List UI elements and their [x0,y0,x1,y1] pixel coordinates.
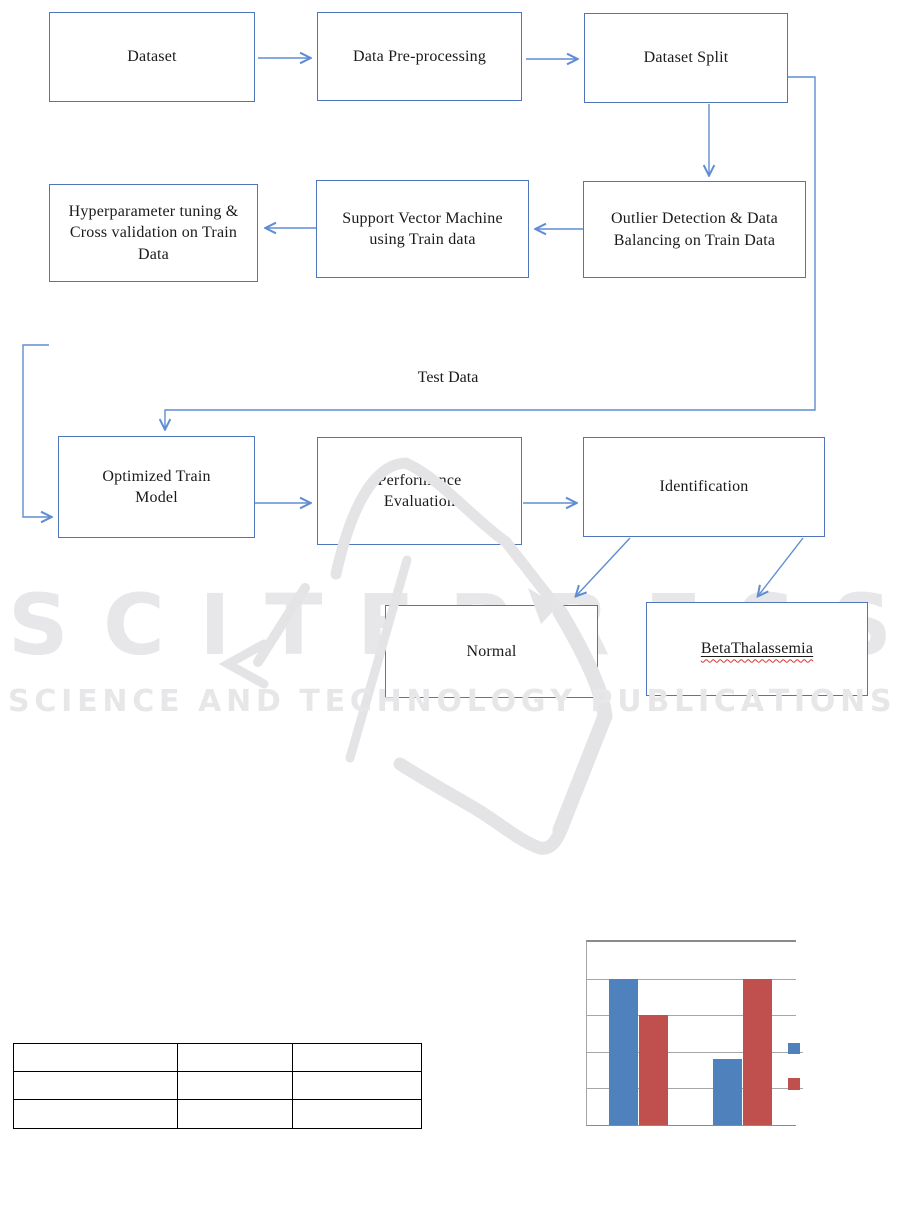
flow-box-label: Optimized Train Model [102,467,211,506]
table-row [13,1099,422,1129]
watermark-subtitle-letter: N [406,684,432,719]
flow-box-label: Normal [466,642,517,660]
watermark-subtitle-letter: L [466,684,486,719]
flow-box-identification: Identification [583,437,825,537]
watermark-subtitle-space [286,689,295,715]
chart-bar-series-2-group-2 [743,979,772,1125]
flow-box-label: Performance Evaluation [377,471,462,510]
watermark-subtitle-letter: S [870,684,892,719]
flow-box-label: Dataset [127,48,177,66]
watermark-letter: S [8,576,69,674]
watermark-subtitle-letter: S [8,684,30,719]
chart-gridline [587,1015,796,1017]
flow-box-label: Outlier Detection & Data Balancing on Tr… [611,210,778,249]
flow-box-performance-evaluation: Performance Evaluation [317,437,522,545]
watermark-subtitle-letter: T [768,684,790,719]
table-cell [13,1071,178,1100]
watermark-subtitle-letter: D [255,684,281,719]
chart-gridline [587,1052,803,1054]
watermark-subtitle-letter: E [77,684,98,719]
table-row [13,1071,422,1100]
chart-bar-series-2-group-1 [639,1015,668,1125]
watermark-subtitle-letter: C [349,684,372,719]
chart-gridline [587,979,796,981]
flow-box-dataset: Dataset [49,12,255,102]
results-bar-chart [586,940,803,1126]
watermark-subtitle-letter: O [436,684,462,719]
watermark-subtitle-letter: A [740,684,764,719]
flow-box-label: BetaThalassemia [700,640,814,658]
watermark-subtitle-letter: O [809,684,836,719]
watermark-subtitle-letter: C [713,684,736,719]
watermark-letter: T [265,576,323,674]
watermark-subtitle-space [577,689,586,715]
watermark-subtitle-letter: Y [550,684,572,719]
watermark-subtitle-letter: H [376,684,402,719]
watermark-subtitle-letter: A [198,684,222,719]
watermark-subtitle-letter: L [674,684,694,719]
flow-box-optimized-train-model: Optimized Train Model [58,436,255,538]
chart-bar-series-1-group-1 [609,979,638,1125]
watermark-subtitle-letter: I [793,684,806,719]
watermark-subtitle-letter: I [61,684,73,719]
watermark-subtitle-letter: B [646,684,670,719]
chart-legend-swatch-series-2 [788,1078,800,1090]
watermark-subtitle-letter: E [159,684,180,719]
flow-box-label: Hyperparameter tuning & Cross validation… [68,203,239,263]
flow-box-label: Support Vector Machine using Train data [342,209,503,248]
watermark-subtitle-letter: G [520,684,546,719]
flow-box-label: Identification [659,478,749,496]
watermark-subtitle-letter: I [697,684,710,719]
flow-box-beta-thalassemia: BetaThalassemia [646,602,868,696]
test-data-label: Test Data [417,369,479,386]
table-cell [13,1043,178,1072]
table-cell [292,1043,422,1072]
flow-box-label: Dataset Split [643,49,729,67]
watermark-subtitle-letter: O [490,684,517,719]
table-cell [13,1099,178,1129]
watermark-subtitle-letter: T [299,684,320,719]
flow-box-dataset-split: Dataset Split [584,13,788,103]
table-cell [177,1043,293,1072]
watermark-subtitle-letter: C [34,684,57,719]
watermark-letter: I [199,576,231,674]
chart-plot-area [586,940,803,1126]
table-cell [177,1099,293,1129]
flow-box-preprocessing: Data Pre-processing [317,12,522,101]
flow-box-svm: Support Vector Machine using Train data [316,180,529,278]
chart-gridline [587,1088,803,1090]
table-row [13,1043,422,1072]
flow-box-outlier-detection: Outlier Detection & Data Balancing on Tr… [583,181,806,278]
table-cell [177,1071,293,1100]
spellcheck-underline: BetaThalassemia [701,638,813,659]
chart-legend-swatch-series-1 [788,1043,800,1054]
watermark-subtitle-letter: N [102,684,128,719]
watermark-subtitle-letter: N [840,684,866,719]
watermark-subtitle-letter: C [132,684,155,719]
chart-bar-series-1-group-2 [713,1059,742,1125]
flow-box-hyperparameter-tuning: Hyperparameter tuning & Cross validation… [49,184,258,282]
watermark-subtitle-letter: P [590,684,613,719]
watermark-subtitle-letter: U [617,684,642,719]
table-cell [292,1099,422,1129]
watermark-letter: C [103,576,165,674]
table-cell [292,1071,422,1100]
empty-results-table [13,1043,422,1129]
watermark-subtitle-letter: E [324,684,346,719]
loop-connector-to-optimized [22,344,51,517]
watermark-subtitle-space [184,689,193,715]
flow-box-label: Data Pre-processing [352,47,487,65]
watermark-subtitle-letter: N [226,684,252,719]
